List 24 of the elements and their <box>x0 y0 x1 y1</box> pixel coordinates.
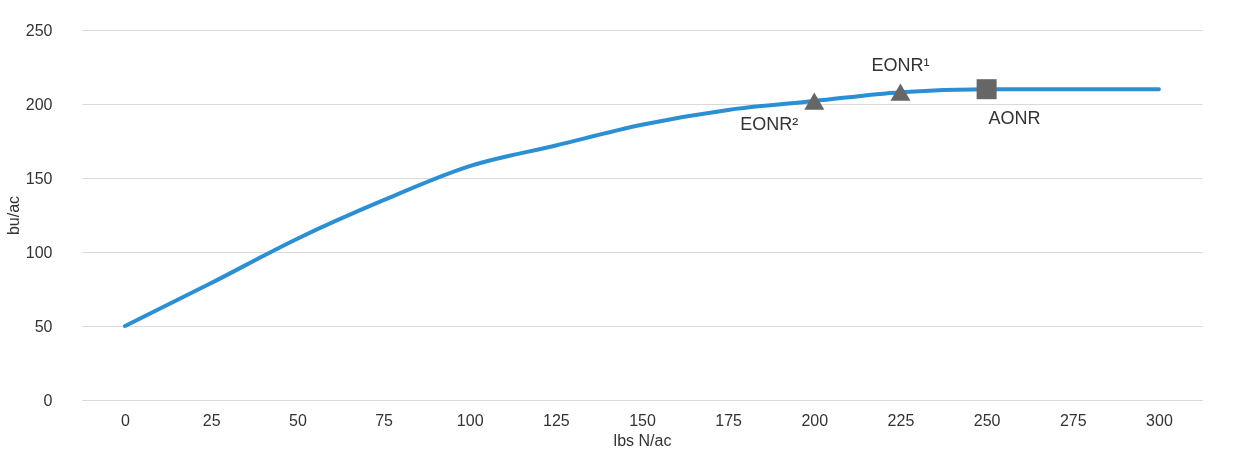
x-tick-label: 250 <box>973 411 1001 429</box>
x-tick-label: 200 <box>801 411 829 429</box>
annotation: AONR <box>988 108 1041 129</box>
x-tick-label: 0 <box>121 411 131 429</box>
y-tick-label: 50 <box>34 317 53 335</box>
x-tick-label: 125 <box>542 411 570 429</box>
y-axis-title: bu/ac <box>4 195 22 236</box>
x-tick-label: 100 <box>456 411 484 429</box>
x-tick-label: 75 <box>375 411 394 429</box>
x-tick-label: 225 <box>887 411 915 429</box>
x-tick-label: 50 <box>288 411 307 429</box>
x-tick-label: 150 <box>629 411 656 429</box>
y-tick-label: 250 <box>25 21 53 39</box>
x-axis-title: lbs N/ac <box>613 431 672 449</box>
x-tick-label: 275 <box>1059 411 1087 429</box>
annotation: EONR² <box>740 114 799 135</box>
y-tick-label: 150 <box>25 169 53 187</box>
y-tick-label: 100 <box>25 243 53 261</box>
y-tick-label: 0 <box>43 391 53 409</box>
x-tick-label: 25 <box>202 411 221 429</box>
x-tick-label: 300 <box>1146 411 1173 429</box>
y-tick-label: 200 <box>25 95 53 113</box>
annotation: EONR¹ <box>871 55 930 76</box>
x-tick-label: 175 <box>715 411 743 429</box>
